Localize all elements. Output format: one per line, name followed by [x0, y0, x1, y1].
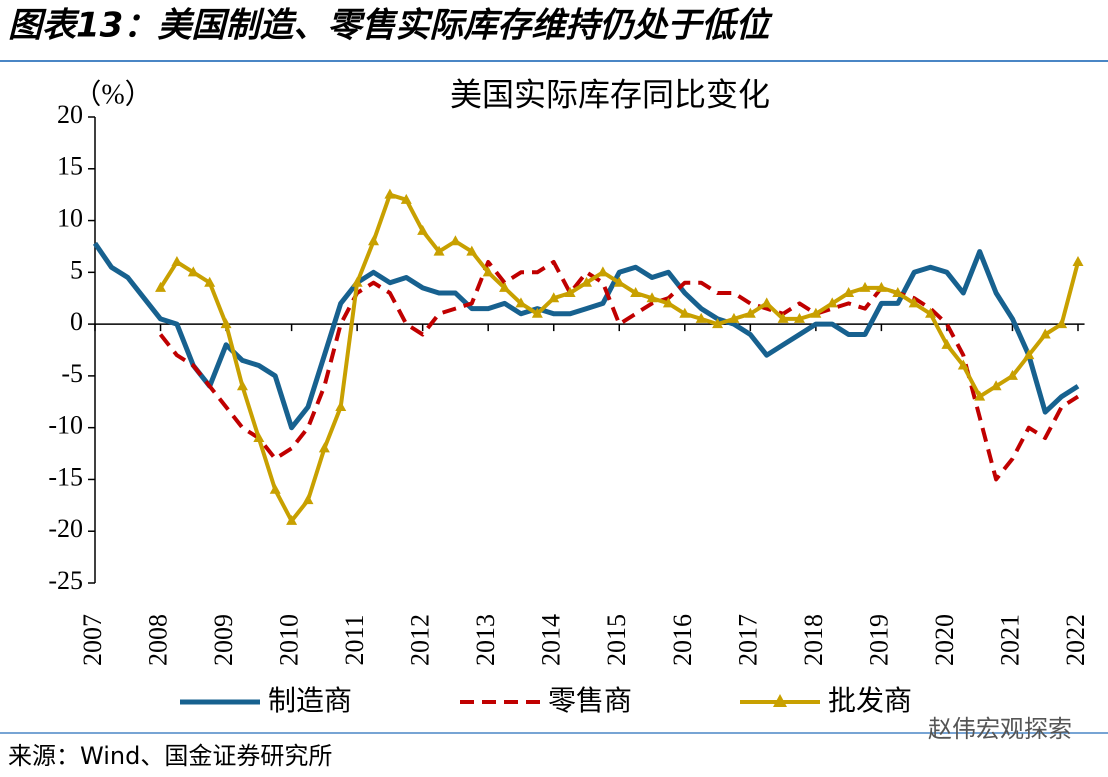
point-marker [236, 380, 248, 391]
y-tick-label: 20 [57, 100, 83, 129]
series-line [158, 260, 1080, 482]
point-marker [417, 224, 429, 235]
point-marker [613, 276, 625, 287]
y-tick-label: -20 [48, 514, 83, 543]
point-marker [466, 245, 478, 256]
y-tick-label: 15 [57, 152, 83, 181]
y-tick-label: 5 [70, 255, 83, 284]
series-line [92, 241, 1080, 431]
point-marker [843, 287, 855, 298]
x-tick-label: 2018 [799, 614, 828, 666]
x-tick-label: 2016 [668, 614, 697, 666]
point-marker [155, 281, 167, 292]
point-marker [859, 281, 871, 292]
y-tick-label: 10 [57, 204, 83, 233]
point-marker [384, 188, 396, 199]
x-tick-label: 2019 [864, 614, 893, 666]
point-marker [744, 307, 756, 318]
x-tick-label: 2009 [209, 614, 238, 666]
point-marker [220, 318, 232, 329]
point-marker [679, 307, 691, 318]
point-marker [695, 312, 707, 323]
point-marker [400, 193, 412, 204]
point-marker [908, 297, 920, 308]
y-tick-label: -5 [61, 359, 83, 388]
point-marker [1006, 369, 1018, 380]
chart-title: 美国实际库存同比变化 [450, 76, 770, 112]
point-marker [826, 297, 838, 308]
point-marker [990, 380, 1002, 391]
series-line [158, 192, 1080, 523]
point-marker [318, 442, 330, 453]
legend-marker [773, 694, 787, 707]
point-marker [253, 432, 265, 443]
x-tick-label: 2015 [602, 614, 631, 666]
point-marker [1023, 349, 1035, 360]
point-marker [974, 390, 986, 401]
figure-heading: 图表13：美国制造、零售实际库存维持仍处于低位 [8, 6, 773, 46]
point-marker [449, 235, 461, 246]
x-tick-label: 2020 [930, 614, 959, 666]
point-marker [548, 292, 560, 303]
x-tick-label: 2014 [537, 614, 566, 666]
point-marker [351, 276, 363, 287]
point-marker [302, 494, 314, 505]
point-marker [187, 266, 199, 277]
point-marker [482, 266, 494, 277]
x-tick-label: 2017 [733, 614, 762, 666]
point-marker [810, 307, 822, 318]
x-tick-label: 2010 [275, 614, 304, 666]
point-marker [368, 235, 380, 246]
point-marker [793, 312, 805, 323]
point-marker [286, 514, 298, 525]
point-marker [1072, 255, 1084, 266]
x-tick-label: 2011 [340, 614, 369, 665]
point-marker [499, 281, 511, 292]
point-marker [531, 307, 543, 318]
x-tick-label: 2021 [995, 614, 1024, 666]
point-marker [580, 276, 592, 287]
x-tick-label: 2022 [1061, 614, 1090, 666]
x-tick-label: 2013 [471, 614, 500, 666]
y-tick-label: -25 [48, 566, 83, 595]
point-marker [646, 292, 658, 303]
watermark: 赵伟宏观探索 [928, 715, 1072, 743]
x-tick-label: 2012 [406, 614, 435, 666]
point-marker [335, 400, 347, 411]
point-marker [761, 297, 773, 308]
point-marker [712, 318, 724, 329]
point-marker [957, 359, 969, 370]
point-marker [1056, 318, 1068, 329]
point-marker [597, 266, 609, 277]
point-marker [925, 307, 937, 318]
point-marker [728, 312, 740, 323]
y-axis-label: （%） [73, 78, 152, 110]
point-marker [875, 281, 887, 292]
point-marker [171, 255, 183, 266]
x-tick-label: 2008 [144, 614, 173, 666]
y-tick-label: -10 [48, 411, 83, 440]
point-marker [892, 287, 904, 298]
point-marker [777, 312, 789, 323]
y-tick-label: -15 [48, 462, 83, 491]
source: 来源：Wind、国金证券研究所 [8, 742, 332, 770]
point-marker [630, 287, 642, 298]
point-marker [269, 483, 281, 494]
point-marker [433, 245, 445, 256]
point-marker [564, 287, 576, 298]
point-marker [204, 276, 216, 287]
legend-label: 制造商 [268, 684, 352, 717]
point-marker [662, 297, 674, 308]
point-marker [941, 338, 953, 349]
point-marker [1039, 328, 1051, 339]
legend-label: 零售商 [548, 684, 632, 717]
x-tick-label: 2007 [78, 614, 107, 666]
point-marker [515, 297, 527, 308]
y-tick-label: 0 [70, 307, 83, 336]
legend-label: 批发商 [828, 684, 912, 717]
